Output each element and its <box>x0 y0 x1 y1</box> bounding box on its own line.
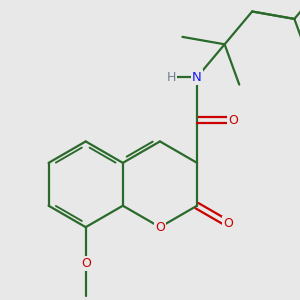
Text: H: H <box>167 70 176 84</box>
Text: N: N <box>192 70 202 84</box>
Text: O: O <box>155 220 165 234</box>
Text: O: O <box>229 113 238 127</box>
Text: O: O <box>224 218 233 230</box>
Text: O: O <box>81 257 91 270</box>
